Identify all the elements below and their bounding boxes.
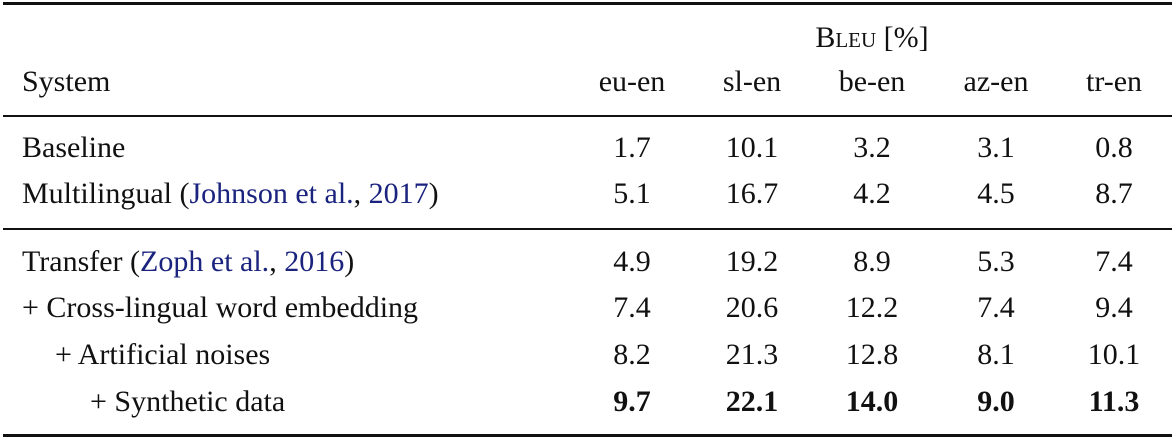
cell-value: 5.1 — [613, 177, 651, 210]
column-header: eu-en — [598, 65, 666, 98]
cell-value: 16.7 — [725, 177, 779, 210]
cell-value: 9.4 — [1095, 291, 1133, 324]
label-text: + Synthetic data — [90, 385, 286, 418]
row-label: Baseline — [22, 131, 125, 165]
bottom-rule — [3, 434, 1172, 437]
citation[interactable]: 2017 — [368, 177, 429, 210]
cell-value: 8.2 — [613, 338, 651, 371]
cell-value: 5.3 — [977, 245, 1015, 278]
row-label: Transfer (Zoph et al., 2016) — [22, 245, 354, 279]
cell-value: 8.1 — [977, 338, 1015, 371]
cell-value: 1.7 — [613, 131, 651, 164]
citation[interactable]: 2016 — [284, 245, 345, 278]
row-label: + Cross-lingual word embedding — [22, 291, 418, 325]
label-text: + Artificial noises — [55, 338, 271, 371]
section-rule — [3, 228, 1172, 230]
cell-value: 9.0 — [977, 385, 1015, 418]
column-header: be-en — [838, 65, 906, 98]
cell-value: 3.2 — [853, 131, 891, 164]
label-text: , — [269, 245, 285, 278]
citation[interactable]: Zoph et al. — [140, 245, 270, 278]
label-text: Transfer ( — [22, 245, 141, 278]
column-header: az-en — [963, 65, 1029, 98]
cell-value: 7.4 — [613, 291, 651, 324]
cell-value: 8.9 — [853, 245, 891, 278]
row-label: Multilingual (Johnson et al., 2017) — [22, 177, 439, 211]
cell-value: 4.9 — [613, 245, 651, 278]
cell-value: 14.0 — [845, 385, 899, 418]
header-rule — [3, 115, 1172, 117]
cell-value: 11.3 — [1088, 385, 1140, 418]
label-text: + Cross-lingual word embedding — [22, 291, 419, 324]
column-header: sl-en — [722, 65, 782, 98]
cell-value: 12.2 — [845, 291, 899, 324]
row-label: + Artificial noises — [55, 338, 270, 372]
row-label: + Synthetic data — [90, 385, 285, 419]
cell-value: 9.7 — [613, 385, 651, 418]
system-header: System — [22, 65, 111, 98]
top-rule — [3, 2, 1172, 5]
cell-value: 10.1 — [725, 131, 779, 164]
cell-value: 20.6 — [725, 291, 779, 324]
cell-value: 21.3 — [725, 338, 779, 371]
cell-value: 7.4 — [977, 291, 1015, 324]
group-header: Bleu [%] — [815, 21, 929, 54]
citation[interactable]: Johnson et al. — [189, 177, 354, 210]
label-text: Baseline — [22, 131, 126, 164]
cell-value: 19.2 — [725, 245, 779, 278]
cell-value: 12.8 — [845, 338, 899, 371]
label-text: ) — [428, 177, 439, 210]
label-text: , — [353, 177, 369, 210]
cell-value: 22.1 — [725, 385, 779, 418]
label-text: Multilingual ( — [22, 177, 190, 210]
cell-value: 10.1 — [1087, 338, 1141, 371]
cell-value: 8.7 — [1095, 177, 1133, 210]
column-header: tr-en — [1085, 65, 1143, 98]
cell-value: 4.2 — [853, 177, 891, 210]
cell-value: 4.5 — [977, 177, 1015, 210]
cell-value: 7.4 — [1095, 245, 1133, 278]
cell-value: 0.8 — [1095, 131, 1133, 164]
label-text: ) — [344, 245, 355, 278]
cell-value: 3.1 — [977, 131, 1015, 164]
